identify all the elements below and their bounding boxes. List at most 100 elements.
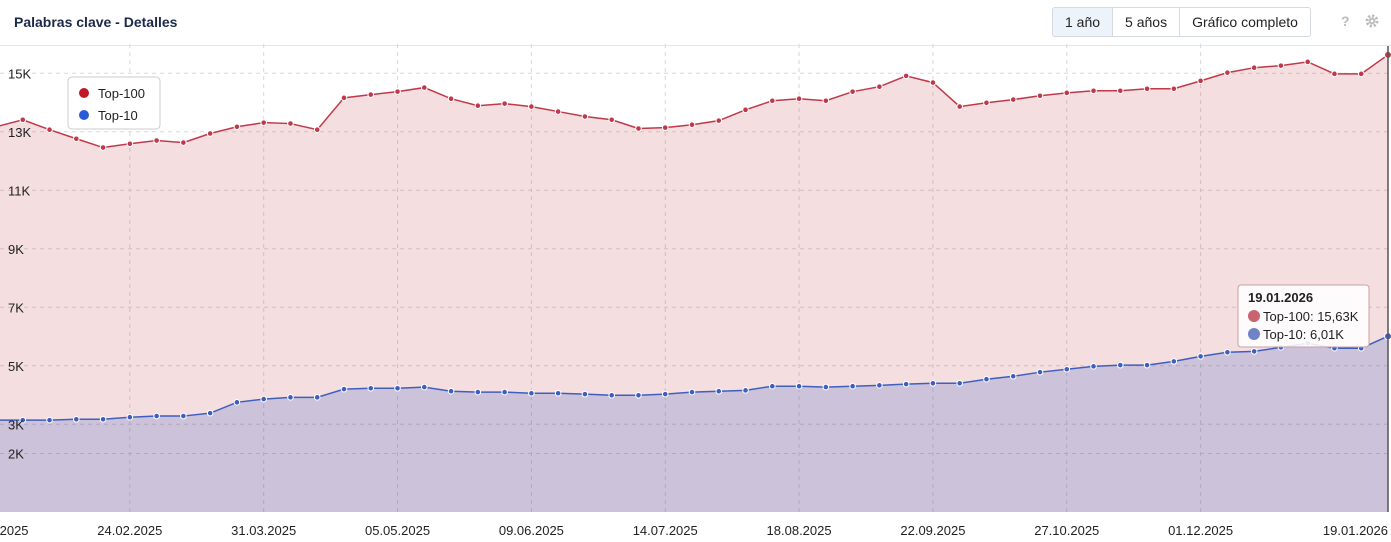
point [1250, 348, 1258, 355]
point [153, 412, 160, 420]
point [1357, 70, 1365, 78]
point [313, 126, 321, 134]
point [313, 394, 321, 401]
point [715, 117, 723, 124]
point [1009, 96, 1017, 103]
x-tick-label: 19.01.2026 [1323, 523, 1388, 538]
point [876, 83, 883, 91]
point [554, 389, 562, 397]
point [1170, 85, 1178, 93]
point [46, 126, 53, 134]
x-tick-label: 05.05.2025 [365, 523, 430, 538]
point [983, 99, 990, 107]
point [1143, 85, 1151, 93]
point [1117, 361, 1124, 369]
legend-label: Top-10 [98, 108, 138, 123]
point [608, 116, 615, 124]
point [180, 412, 187, 420]
point [501, 100, 508, 107]
point [661, 390, 669, 398]
point [474, 102, 482, 110]
point [1063, 89, 1071, 97]
range-button[interactable]: Gráfico completo [1179, 8, 1310, 36]
point [929, 380, 937, 387]
point [876, 382, 883, 389]
point [528, 389, 535, 397]
point [73, 135, 80, 143]
point [769, 97, 776, 105]
point [1331, 70, 1338, 78]
x-tick-label: 20.01.2025 [0, 523, 29, 538]
x-tick-label: 01.12.2025 [1168, 523, 1233, 538]
x-tick-label: 24.02.2025 [97, 523, 162, 538]
point [902, 380, 910, 388]
point [902, 72, 910, 80]
point [206, 409, 214, 417]
point [1063, 365, 1071, 373]
y-tick-label: 2K [8, 447, 24, 462]
y-tick-label: 7K [8, 300, 24, 315]
point [421, 383, 428, 391]
point [447, 387, 455, 395]
point [1197, 77, 1204, 85]
point [1224, 348, 1231, 356]
legend-dot [79, 88, 89, 98]
point [956, 380, 963, 387]
point [180, 139, 187, 146]
point [474, 388, 482, 396]
point [1036, 92, 1044, 100]
point [688, 388, 696, 396]
point [233, 399, 241, 406]
tooltip-date: 19.01.2026 [1248, 290, 1313, 305]
help-icon[interactable]: ? [1341, 13, 1350, 29]
point [849, 88, 856, 95]
point [501, 388, 508, 396]
point [715, 387, 723, 395]
point [688, 121, 696, 129]
range-buttons: 1 año 5 años Gráfico completo [1052, 7, 1311, 37]
point [1277, 62, 1285, 69]
x-tick-label: 27.10.2025 [1034, 523, 1099, 538]
point [1090, 87, 1097, 95]
point [421, 84, 428, 91]
point [1197, 353, 1204, 360]
point [153, 137, 160, 144]
y-tick-label: 13K [8, 125, 31, 140]
point [742, 106, 749, 114]
point [661, 124, 669, 131]
title: Palabras clave - Detalles [14, 14, 178, 30]
point [340, 94, 348, 102]
y-tick-label: 5K [8, 359, 24, 374]
point [581, 113, 589, 120]
legend-label: Top-100 [98, 86, 145, 101]
point [1036, 368, 1044, 376]
point [822, 97, 830, 105]
y-tick-label: 11K [8, 183, 30, 198]
point [287, 120, 294, 127]
point [260, 119, 267, 126]
range-button[interactable]: 1 año [1053, 8, 1113, 36]
point [394, 384, 401, 392]
point [929, 79, 937, 86]
settings-icon[interactable] [1365, 14, 1379, 28]
point [769, 382, 776, 390]
point [19, 116, 27, 124]
y-tick-label: 9K [8, 242, 24, 257]
x-tick-label: 18.08.2025 [767, 523, 832, 538]
point [635, 125, 642, 132]
point [367, 384, 375, 392]
range-button[interactable]: 5 años [1112, 8, 1179, 36]
point [608, 391, 615, 399]
point [1009, 372, 1017, 380]
point [260, 395, 267, 403]
header: Palabras clave - Detalles 1 año 5 años G… [0, 0, 1391, 46]
legend-dot [79, 110, 89, 120]
x-tick-label: 22.09.2025 [900, 523, 965, 538]
point [1304, 58, 1311, 66]
point [206, 130, 214, 137]
y-tick-label: 3K [8, 417, 24, 432]
point [822, 383, 830, 391]
point [1143, 361, 1151, 369]
